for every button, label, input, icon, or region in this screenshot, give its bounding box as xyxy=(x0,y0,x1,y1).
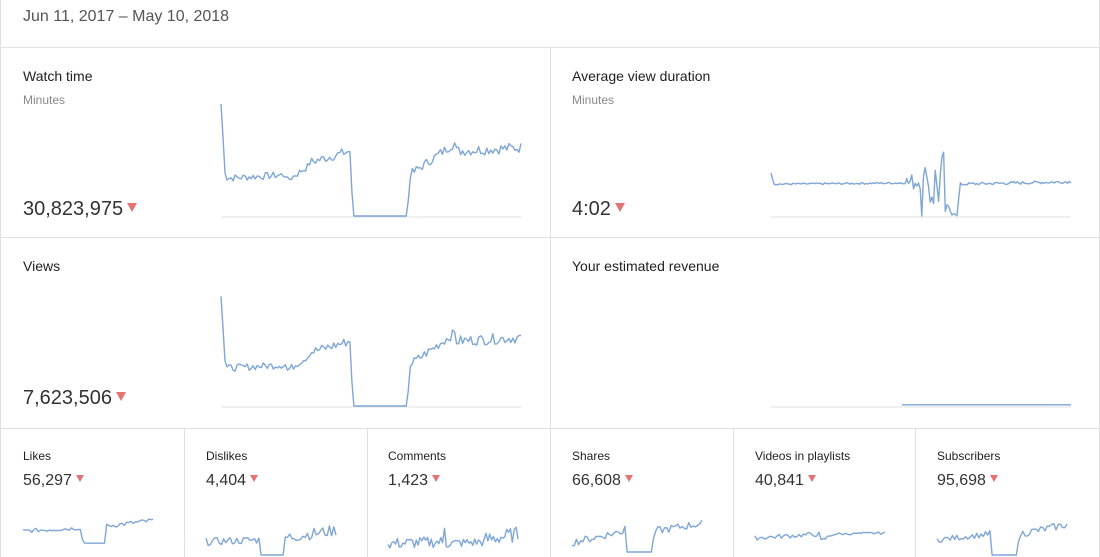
videos-in-playlists-card[interactable]: Videos in playlists 40,841 xyxy=(734,429,915,557)
card-subtitle: Minutes xyxy=(572,93,615,107)
divider xyxy=(733,428,734,557)
card-title: Shares xyxy=(572,449,611,463)
card-title: Comments xyxy=(388,449,447,463)
subscribers-value: 95,698 xyxy=(937,472,998,490)
down-arrow-icon xyxy=(807,475,816,483)
divider xyxy=(184,428,185,557)
dislikes-card[interactable]: Dislikes 4,404 xyxy=(185,429,367,557)
down-arrow-icon xyxy=(432,475,441,483)
videos-in-playlists-value: 40,841 xyxy=(755,472,816,490)
dislikes-sparkline xyxy=(205,525,337,556)
card-title: Views xyxy=(23,258,61,274)
down-arrow-icon xyxy=(989,475,998,483)
comments-sparkline xyxy=(387,526,519,549)
card-subtitle: Minutes xyxy=(23,93,66,107)
card-title: Dislikes xyxy=(206,449,248,463)
watch-time-card[interactable]: Watch time Minutes 30,823,975 xyxy=(1,48,550,237)
avg-view-duration-sparkline xyxy=(770,151,1072,218)
comments-value: 1,423 xyxy=(388,472,441,490)
likes-sparkline xyxy=(22,518,154,544)
down-arrow-icon xyxy=(624,475,633,483)
views-card[interactable]: Views 7,623,506 xyxy=(1,238,550,428)
card-title: Your estimated revenue xyxy=(572,258,720,274)
dislikes-value: 4,404 xyxy=(206,472,259,490)
videos-in-playlists-sparkline xyxy=(754,531,886,541)
subscribers-sparkline xyxy=(936,523,1068,556)
down-arrow-icon xyxy=(127,203,138,213)
shares-sparkline xyxy=(571,520,703,553)
likes-value: 56,297 xyxy=(23,472,84,490)
subscribers-card[interactable]: Subscribers 95,698 xyxy=(916,429,1100,557)
shares-card[interactable]: Shares 66,608 xyxy=(551,429,733,557)
card-title: Videos in playlists xyxy=(755,449,851,463)
watch-time-value: 30,823,975 xyxy=(23,198,138,221)
comments-card[interactable]: Comments 1,423 xyxy=(368,429,550,557)
card-title: Subscribers xyxy=(937,449,1001,463)
views-value: 7,623,506 xyxy=(23,387,126,410)
divider xyxy=(915,428,916,557)
divider xyxy=(550,47,551,557)
card-title: Watch time xyxy=(23,68,93,84)
avg-view-duration-value: 4:02 xyxy=(572,198,625,221)
date-range[interactable]: Jun 11, 2017 – May 10, 2018 xyxy=(23,8,230,25)
avg-view-duration-card[interactable]: Average view duration Minutes 4:02 xyxy=(551,48,1100,237)
down-arrow-icon xyxy=(115,392,126,402)
revenue-card[interactable]: Your estimated revenue xyxy=(551,238,1100,428)
revenue-sparkline xyxy=(771,404,1071,408)
views-sparkline xyxy=(220,296,521,408)
likes-card[interactable]: Likes 56,297 xyxy=(1,429,184,557)
divider xyxy=(367,428,368,557)
card-title: Likes xyxy=(23,449,52,463)
watch-time-sparkline xyxy=(220,103,522,218)
down-arrow-icon xyxy=(250,475,259,483)
card-title: Average view duration xyxy=(572,68,711,84)
down-arrow-icon xyxy=(75,475,84,483)
down-arrow-icon xyxy=(614,203,625,213)
shares-value: 66,608 xyxy=(572,472,633,490)
